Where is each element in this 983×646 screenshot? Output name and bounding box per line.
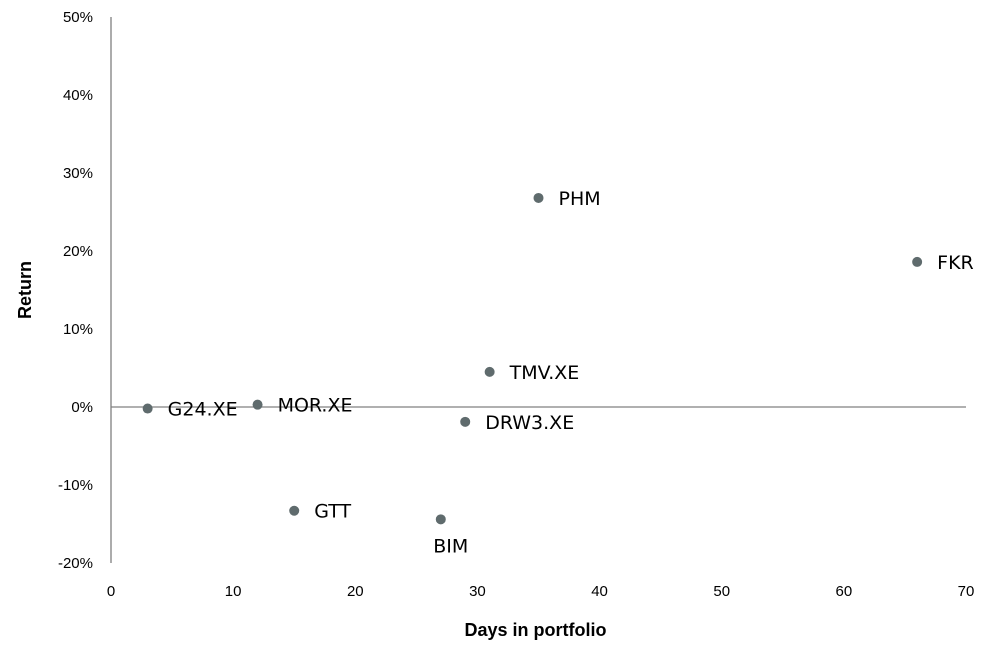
y-tick-label: 30% — [63, 165, 93, 182]
data-point — [533, 192, 544, 203]
y-tick-label: 10% — [63, 321, 93, 338]
y-tick-label: 20% — [63, 243, 93, 260]
x-tick-label: 0 — [107, 583, 115, 600]
x-tick-label: 10 — [225, 583, 242, 600]
point-label: BIM — [433, 535, 468, 557]
x-tick-label: 20 — [347, 583, 364, 600]
y-tick-label: -20% — [58, 555, 93, 572]
data-point — [435, 514, 446, 525]
y-tick-label: -10% — [58, 477, 93, 494]
point-label: PHM — [559, 188, 601, 210]
point-label: FKR — [937, 252, 974, 274]
data-point — [484, 366, 495, 377]
x-tick-label: 30 — [469, 583, 486, 600]
data-point — [252, 399, 263, 410]
y-tick-label: 40% — [63, 87, 93, 104]
x-tick-label: 60 — [836, 583, 853, 600]
point-label: GTT — [314, 501, 351, 523]
point-label: TMV.XE — [509, 362, 580, 384]
point-label: DRW3.XE — [485, 412, 574, 434]
x-tick-label: 70 — [958, 583, 975, 600]
x-tick-label: 50 — [713, 583, 730, 600]
y-tick-label: 50% — [63, 9, 93, 26]
point-label: G24.XE — [168, 399, 238, 421]
point-label: MOR.XE — [278, 395, 353, 417]
data-point — [142, 403, 153, 414]
x-axis-ticks: 0 10 20 30 40 50 60 70 — [107, 583, 975, 600]
data-point — [460, 416, 471, 427]
data-points — [142, 192, 923, 525]
chart-axes — [110, 17, 966, 563]
data-point — [912, 256, 923, 267]
y-tick-label: 0% — [71, 399, 93, 416]
x-axis-title: Days in portfolio — [464, 620, 606, 640]
y-axis-ticks: -20% -10% 0% 10% 20% 30% 40% 50% — [58, 9, 93, 572]
point-labels: PHM FKR TMV.XE G24.XE MOR.XE DRW3.XE GTT BIM — [168, 188, 974, 557]
data-point — [289, 505, 300, 516]
x-tick-label: 40 — [591, 583, 608, 600]
y-axis-title: Return — [15, 261, 35, 319]
